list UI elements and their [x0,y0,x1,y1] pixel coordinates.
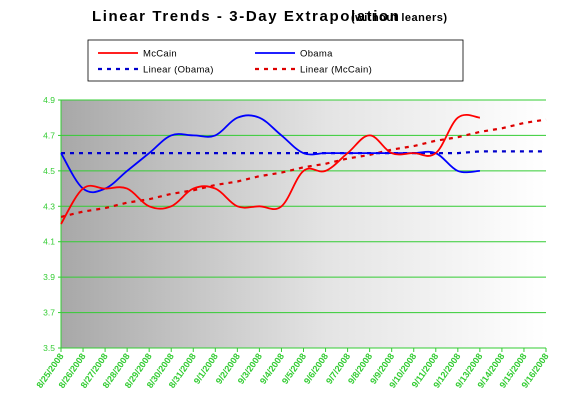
plot-area [60,99,547,352]
chart-title: Linear Trends - 3-Day Extrapolation [92,8,401,25]
plot-background [61,100,546,348]
legend-label-linear-mccain: Linear (McCain) [300,65,372,76]
legend-box [87,39,464,82]
y-tick-label: 4.3 [43,201,55,211]
legend-label-linear-obama: Linear (Obama) [143,65,214,76]
y-tick-label: 4.1 [43,237,55,247]
y-tick-label: 4.9 [43,95,55,105]
legend-label-obama: Obama [300,49,333,60]
y-tick-label: 4.5 [43,166,55,176]
y-tick-label: 3.9 [43,272,55,282]
chart-subtitle: (without leaners) [351,12,448,24]
y-tick-label: 4.7 [43,130,55,140]
series-line-mccain [60,113,481,225]
y-axis: 3.5 3.7 3.9 4.1 4.3 4.5 4.7 4.9 [43,95,61,353]
y-tick-label: 3.7 [43,308,55,318]
series-layer [60,113,547,225]
legend-label-mccain: McCain [143,49,177,60]
y-tick-label: 3.5 [43,343,55,353]
legend: McCain Obama Linear (Obama) Linear (McCain) [87,39,464,82]
x-axis: 8/25/20088/26/20088/27/20088/28/20088/29… [34,351,550,390]
